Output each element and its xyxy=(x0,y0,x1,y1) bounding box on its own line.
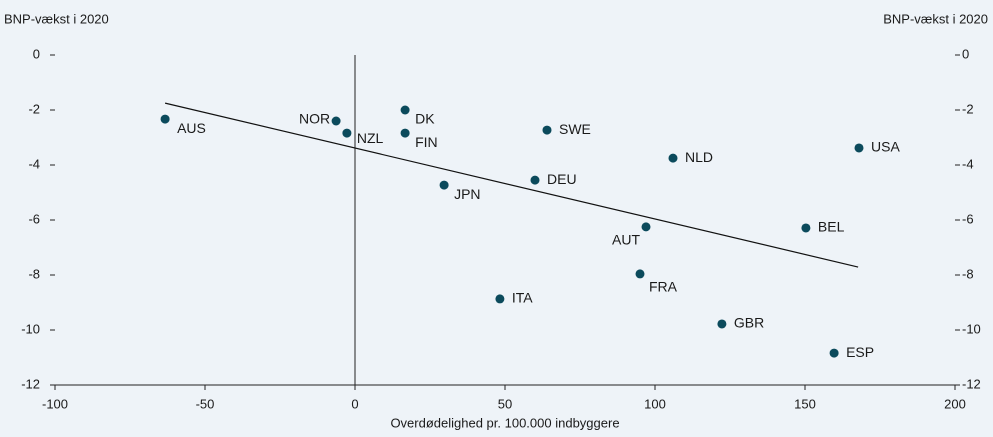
point-label: ESP xyxy=(846,344,874,360)
point-label: AUS xyxy=(177,120,206,136)
y2-tick-label: -6 xyxy=(962,211,974,226)
y2-tick-label: -8 xyxy=(962,266,974,281)
y-tick-label: -4 xyxy=(28,156,40,171)
point-label: NOR xyxy=(299,111,330,127)
y2-tick-label: 0 xyxy=(962,46,969,61)
point xyxy=(495,294,505,304)
point-label: DK xyxy=(415,111,435,127)
point-label: FRA xyxy=(649,279,678,295)
point-label: NZL xyxy=(357,130,384,146)
point-label: GBR xyxy=(734,315,764,331)
point xyxy=(717,319,727,329)
point-label: FIN xyxy=(415,134,438,150)
point xyxy=(801,223,811,233)
y-tick-label: -2 xyxy=(28,101,40,116)
y-axis-title: BNP-vækst i 2020 xyxy=(4,11,109,26)
y-tick-label: 0 xyxy=(33,46,40,61)
point-label: AUT xyxy=(612,232,640,248)
x-axis-title: Overdødelighed pr. 100.000 indbyggere xyxy=(390,415,619,430)
y-tick-label: -10 xyxy=(21,321,40,336)
trend-line xyxy=(164,102,859,268)
y2-tick-label: -2 xyxy=(962,101,974,116)
point xyxy=(542,125,552,135)
y2-tick-label: -10 xyxy=(962,321,981,336)
x-tick-label: 50 xyxy=(498,396,512,411)
y-tick-label: -6 xyxy=(28,211,40,226)
y2-tick-label: -4 xyxy=(962,156,974,171)
point xyxy=(635,269,645,279)
point xyxy=(530,175,540,185)
point-label: BEL xyxy=(818,219,845,235)
point-label: ITA xyxy=(512,290,533,306)
point xyxy=(342,128,352,138)
x-tick-label: 100 xyxy=(644,396,666,411)
y-tick-label: -12 xyxy=(21,376,40,391)
point xyxy=(439,180,449,190)
point xyxy=(400,105,410,115)
point-label: JPN xyxy=(454,186,480,202)
y2-tick-label: -12 xyxy=(962,376,981,391)
x-tick-label: 150 xyxy=(794,396,816,411)
point xyxy=(331,116,341,126)
point xyxy=(400,128,410,138)
y-tick-label: -8 xyxy=(28,266,40,281)
x-tick-label: 0 xyxy=(351,396,358,411)
point xyxy=(160,114,170,124)
point-label: SWE xyxy=(559,121,591,137)
y2-axis-title: BNP-vækst i 2020 xyxy=(883,11,988,26)
point xyxy=(641,222,651,232)
point xyxy=(854,143,864,153)
point xyxy=(829,348,839,358)
x-tick-label: -100 xyxy=(42,396,68,411)
x-tick-label: -50 xyxy=(196,396,215,411)
point-label: NLD xyxy=(685,149,713,165)
point-label: USA xyxy=(871,139,900,155)
point xyxy=(668,153,678,163)
point-label: DEU xyxy=(547,171,577,187)
x-tick-label: 200 xyxy=(944,396,966,411)
